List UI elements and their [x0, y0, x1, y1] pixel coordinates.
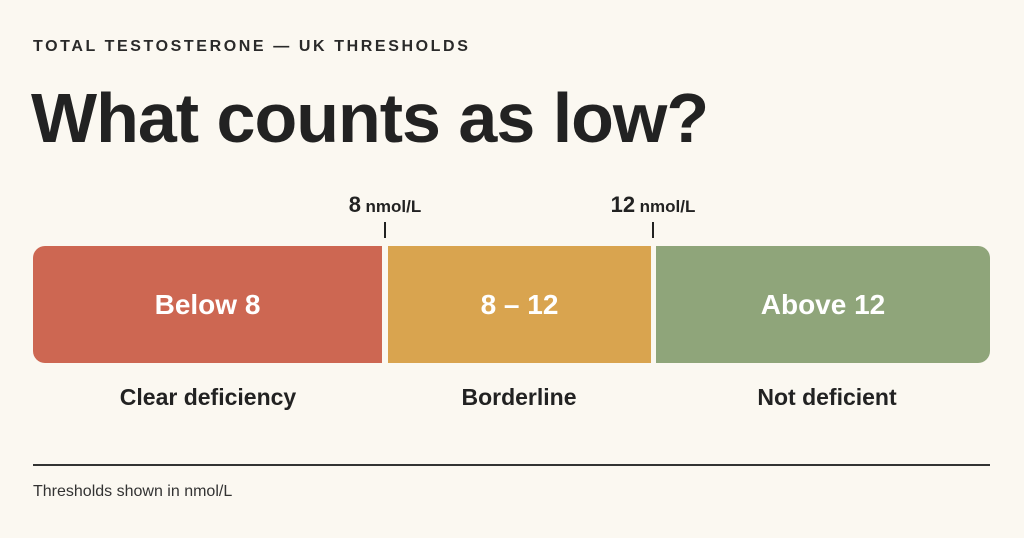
- segment-caption: Not deficient: [757, 384, 897, 410]
- segment-caption: Clear deficiency: [119, 384, 297, 410]
- threshold-label: 8 nmol/L: [349, 192, 421, 218]
- eyebrow: TOTAL TESTOSTERONE — UK THRESHOLDS: [33, 38, 471, 55]
- segment-label: 8 – 12: [480, 288, 559, 320]
- segment-label: Above 12: [760, 288, 886, 320]
- threshold-label: 12 nmol/L: [611, 192, 696, 218]
- threshold-tick: [652, 222, 654, 238]
- threshold-tick: [384, 222, 386, 238]
- segment: 8 – 12: [388, 246, 651, 363]
- threshold-value: 12: [610, 192, 636, 217]
- threshold-unit: nmol/L: [639, 197, 696, 216]
- segment: Above 12: [656, 246, 990, 363]
- threshold-value: 8: [348, 192, 362, 217]
- segment-caption: Borderline: [461, 384, 577, 410]
- divider: [33, 464, 990, 466]
- title: What counts as low?: [31, 79, 709, 157]
- segment: Below 8: [33, 246, 382, 363]
- footnote: Thresholds shown in nmol/L: [33, 483, 233, 500]
- segment-label: Below 8: [154, 288, 261, 320]
- threshold-unit: nmol/L: [365, 197, 422, 216]
